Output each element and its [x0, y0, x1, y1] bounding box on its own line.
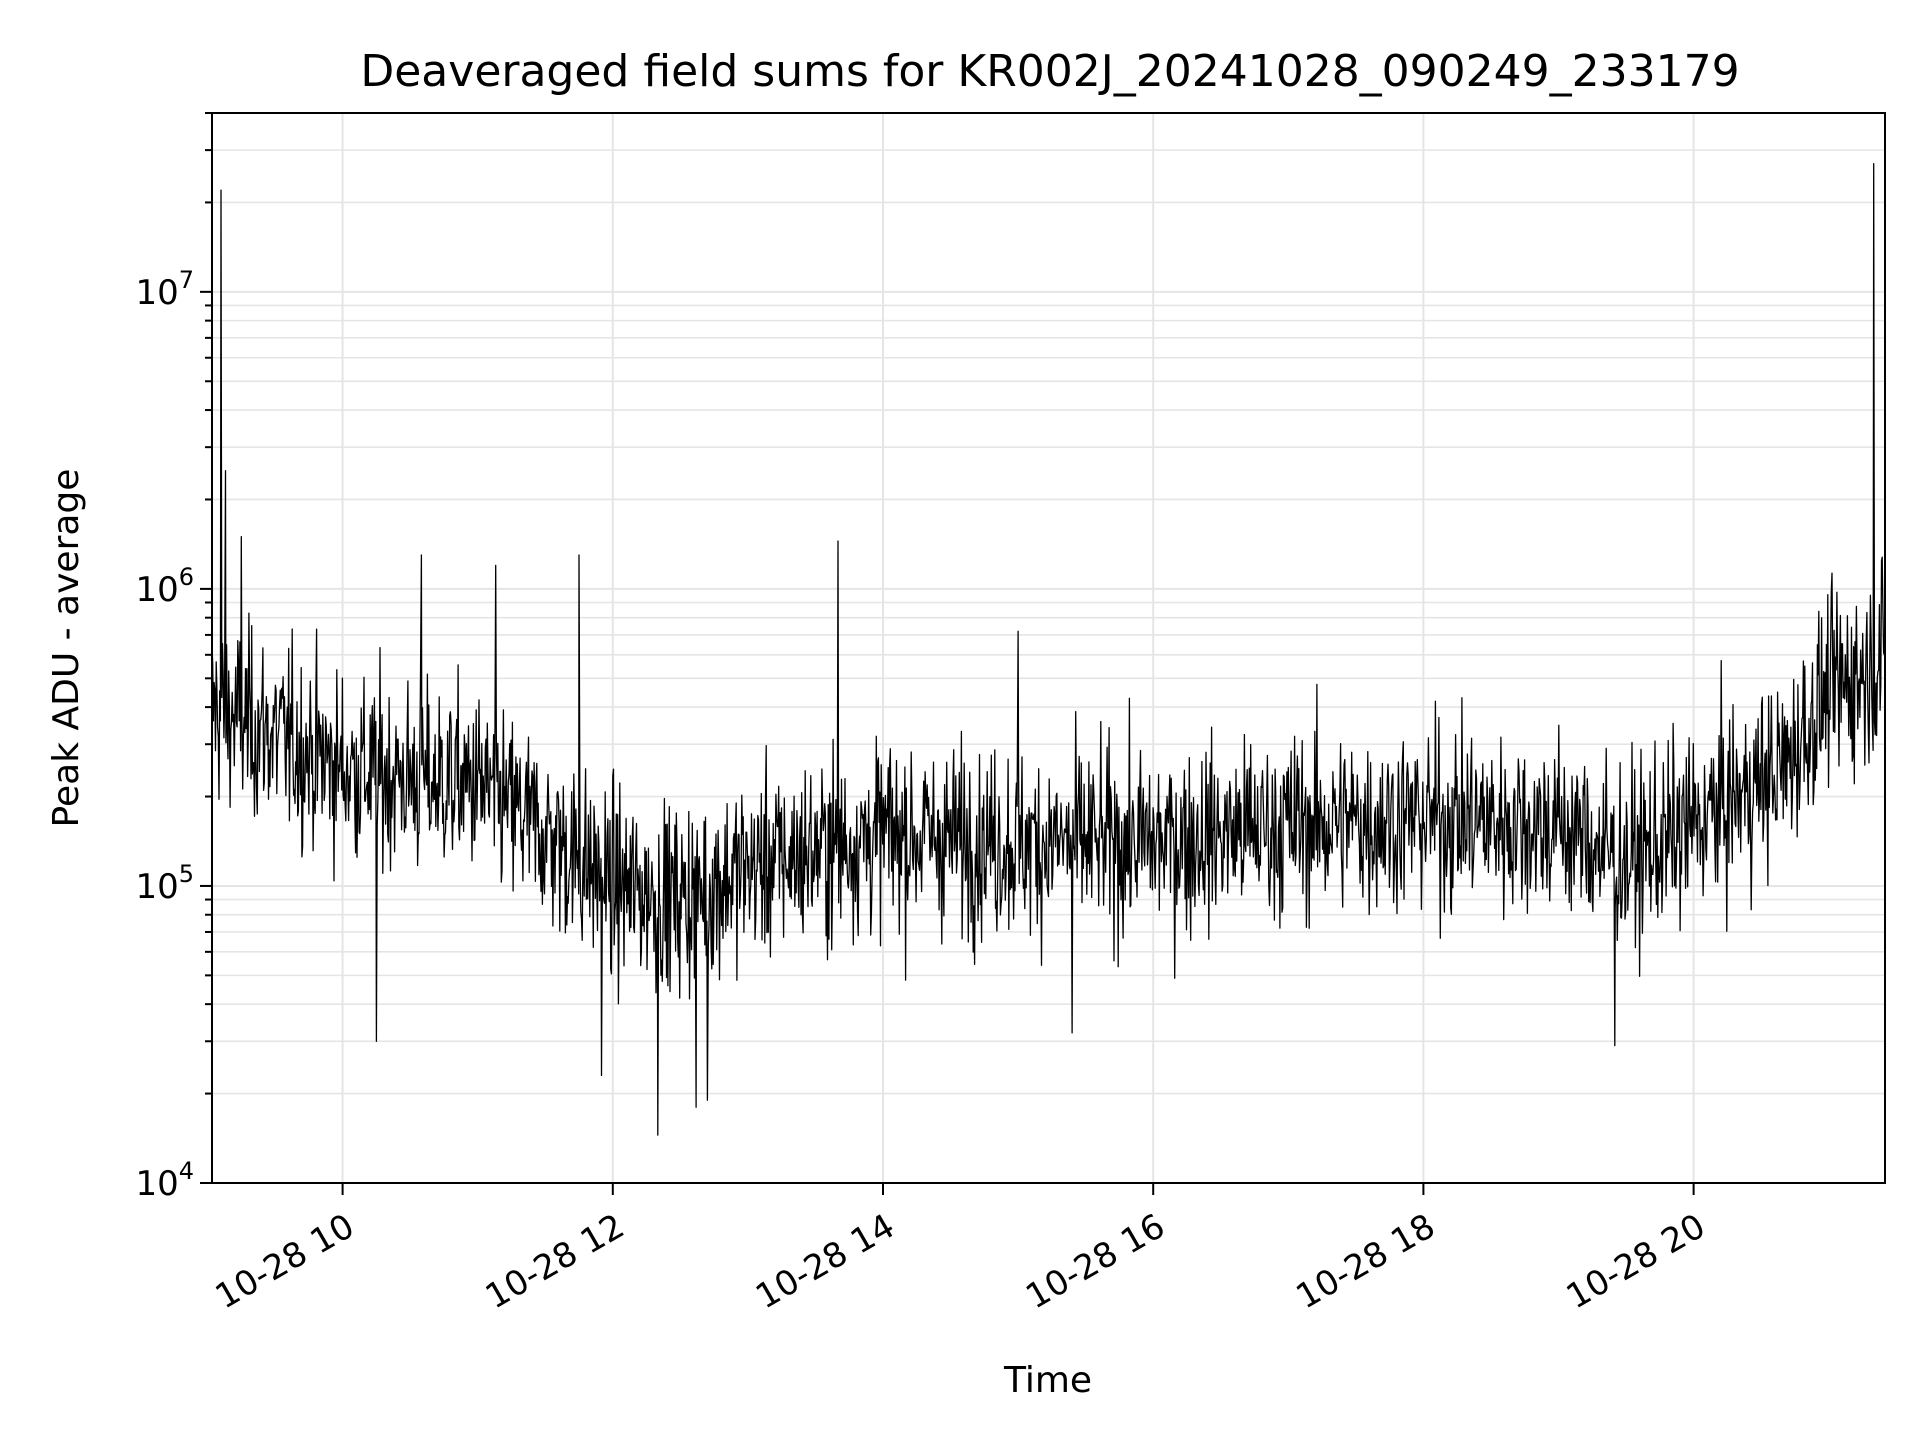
series-line [212, 163, 1885, 1136]
x-axis-label: Time [1003, 1360, 1092, 1401]
plot-frame [211, 112, 1886, 1184]
y-axis-label: Peak ADU - average [46, 469, 87, 828]
y-tick-label: 107 [135, 266, 194, 313]
y-tick-label: 106 [135, 563, 194, 610]
y-axis: 104 105 106 107 [135, 112, 212, 1204]
y-tick-label: 104 [135, 1157, 194, 1204]
chart-title: Deaveraged field sums for KR002J_2024102… [360, 46, 1739, 97]
series-layer [212, 163, 1885, 1136]
y-tick-label: 105 [135, 860, 194, 907]
